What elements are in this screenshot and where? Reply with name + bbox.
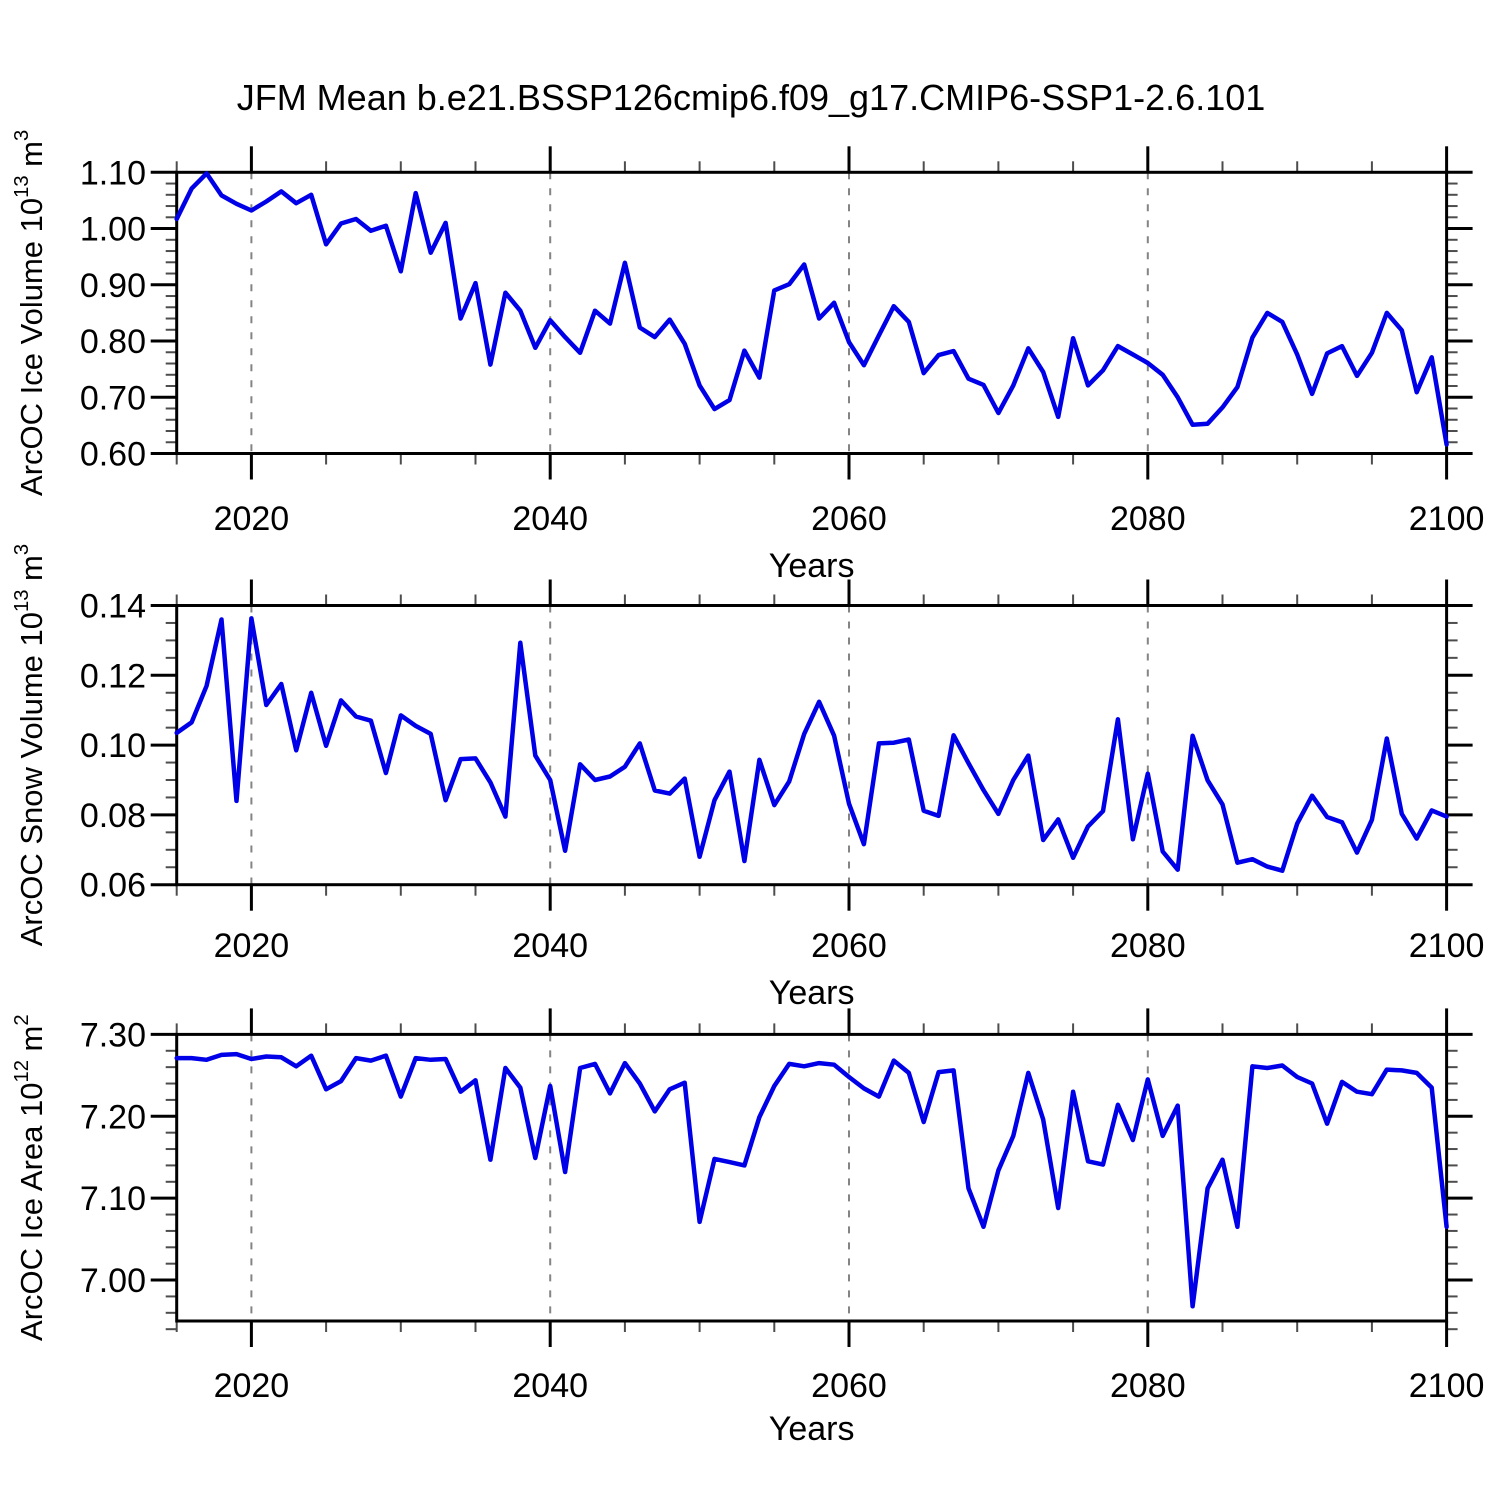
x-tick-label: 2100 [1409, 927, 1485, 965]
x-axis-title: Years [769, 974, 855, 1012]
x-axis-title: Years [769, 547, 855, 585]
x-tick-label: 2060 [811, 1367, 887, 1405]
y-tick-label: 0.12 [80, 657, 146, 695]
y-tick-label: 0.06 [80, 867, 146, 905]
series-line-ice-area [174, 1051, 1449, 1309]
x-tick-label: 2100 [1409, 500, 1485, 538]
x-tick-label: 2080 [1110, 500, 1186, 538]
gridlines [250, 605, 1149, 885]
y-tick-label: 0.08 [80, 797, 146, 835]
panel-ice-volume: 0.60 0.70 0.80 0.90 1.00 1.10 2020 2040 2060 2080… [11, 130, 1484, 585]
x-axis-title: Years [769, 1410, 855, 1448]
x-tick-label: 2080 [1110, 1367, 1186, 1405]
minor-ticks [165, 594, 1458, 896]
y-tick-label: 1.10 [80, 154, 146, 192]
gridlines [250, 1034, 1149, 1321]
minor-ticks [165, 161, 1458, 465]
y-tick-label: 7.00 [80, 1262, 146, 1300]
y-tick-label: 0.14 [80, 588, 146, 626]
y-axis-title: ArcOC Ice Volume 1013​ m3​ [11, 130, 49, 496]
x-tick-label: 2060 [811, 500, 887, 538]
y-tick-label: 0.80 [80, 323, 146, 361]
x-tick-label: 2020 [214, 500, 290, 538]
x-tick-label: 2080 [1110, 927, 1186, 965]
y-tick-label: 0.90 [80, 267, 146, 305]
y-axis-title: ArcOC Snow Volume 1013​ m3​ [11, 544, 49, 946]
y-tick-label: 0.70 [80, 379, 146, 417]
gridlines [250, 172, 1149, 454]
major-ticks [150, 146, 1473, 480]
y-tick-label: 7.10 [80, 1180, 146, 1218]
panel-ice-area: 7.00 7.10 7.20 7.30 2020 2040 2060 2080 2100 Year… [11, 1008, 1484, 1448]
y-axis-title: ArcOC Ice Area 1012​ m2​ [11, 1014, 49, 1341]
x-tick-label: 2020 [214, 1367, 290, 1405]
major-ticks [150, 1008, 1473, 1347]
plot-frame [175, 170, 1449, 456]
plot-frame [175, 1032, 1449, 1323]
x-tick-label: 2020 [214, 927, 290, 965]
series-line-snow-volume [174, 616, 1449, 873]
panels-group: 0.60 0.70 0.80 0.90 1.00 1.10 2020 2040 2060 2080… [11, 130, 1484, 1448]
y-tick-label: 7.30 [80, 1016, 146, 1054]
x-tick-label: 2040 [512, 927, 588, 965]
y-tick-label: 0.60 [80, 436, 146, 474]
y-tick-label: 0.10 [80, 727, 146, 765]
x-tick-label: 2040 [512, 500, 588, 538]
minor-ticks [165, 1023, 1458, 1332]
x-tick-label: 2060 [811, 927, 887, 965]
plot-frame [175, 604, 1449, 887]
y-tick-label: 1.00 [80, 211, 146, 249]
major-ticks [150, 579, 1473, 911]
chart-title: JFM Mean b.e21.BSSP126cmip6.f09_g17.CMIP… [237, 77, 1266, 118]
x-tick-label: 2100 [1409, 1367, 1485, 1405]
panel-snow-volume: 0.06 0.08 0.10 0.12 0.14 2020 2040 2060 2080 2100… [11, 544, 1484, 1012]
y-tick-label: 7.20 [80, 1098, 146, 1136]
x-tick-label: 2040 [512, 1367, 588, 1405]
series-line-ice-volume [174, 171, 1449, 447]
